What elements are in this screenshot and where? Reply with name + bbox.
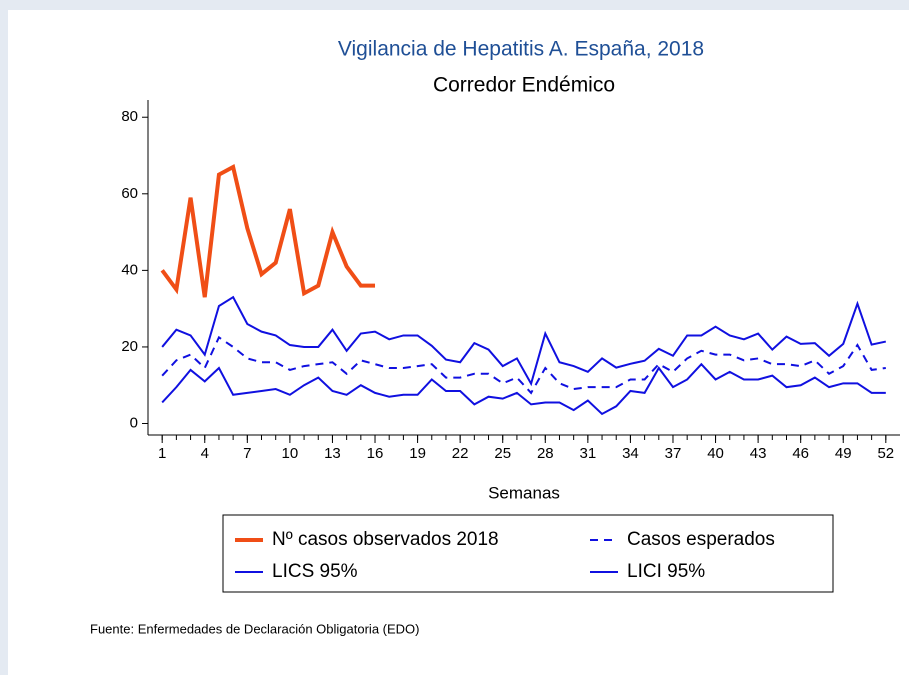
panel — [8, 10, 909, 675]
series-line — [161, 335, 886, 395]
series-line — [160, 163, 376, 298]
x-tick-label: 7 — [243, 445, 251, 462]
x-tick-label: 13 — [324, 445, 341, 462]
source-note: Fuente: Enfermedades de Declaración Obli… — [90, 621, 420, 636]
x-tick-label: 25 — [494, 445, 511, 462]
x-tick-label: 40 — [707, 445, 724, 462]
x-tick-label: 34 — [622, 445, 639, 462]
series-line — [161, 295, 887, 387]
x-tick-label: 19 — [409, 445, 426, 462]
x-tick-label: 28 — [537, 445, 554, 462]
legend-box — [222, 514, 834, 593]
x-tick-label: 43 — [750, 445, 767, 462]
x-tick-label: 46 — [792, 445, 809, 462]
chart-subtitle: Corredor Endémico — [433, 74, 615, 97]
legend-label: LICI 95% — [627, 561, 705, 582]
legend-label: Nº casos observados 2018 — [272, 529, 499, 550]
series-line — [161, 362, 886, 416]
x-tick-label: 10 — [282, 445, 299, 462]
y-tick-label: 40 — [121, 261, 138, 278]
y-tick-label: 0 — [130, 414, 138, 431]
y-tick-label: 80 — [121, 108, 138, 125]
x-tick-label: 49 — [835, 445, 852, 462]
legend-label: LICS 95% — [272, 561, 358, 582]
x-axis-label: Semanas — [488, 483, 560, 502]
y-tick-label: 60 — [121, 185, 138, 202]
x-tick-label: 22 — [452, 445, 469, 462]
x-tick-label: 4 — [201, 445, 209, 462]
x-tick-label: 1 — [158, 445, 166, 462]
y-tick-label: 20 — [121, 338, 138, 355]
x-tick-label: 16 — [367, 445, 384, 462]
x-tick-label: 52 — [877, 445, 894, 462]
chart-title: Vigilancia de Hepatitis A. España, 2018 — [338, 38, 704, 61]
x-tick-label: 31 — [580, 445, 597, 462]
legend-label: Casos esperados — [627, 529, 775, 550]
x-tick-label: 37 — [665, 445, 682, 462]
